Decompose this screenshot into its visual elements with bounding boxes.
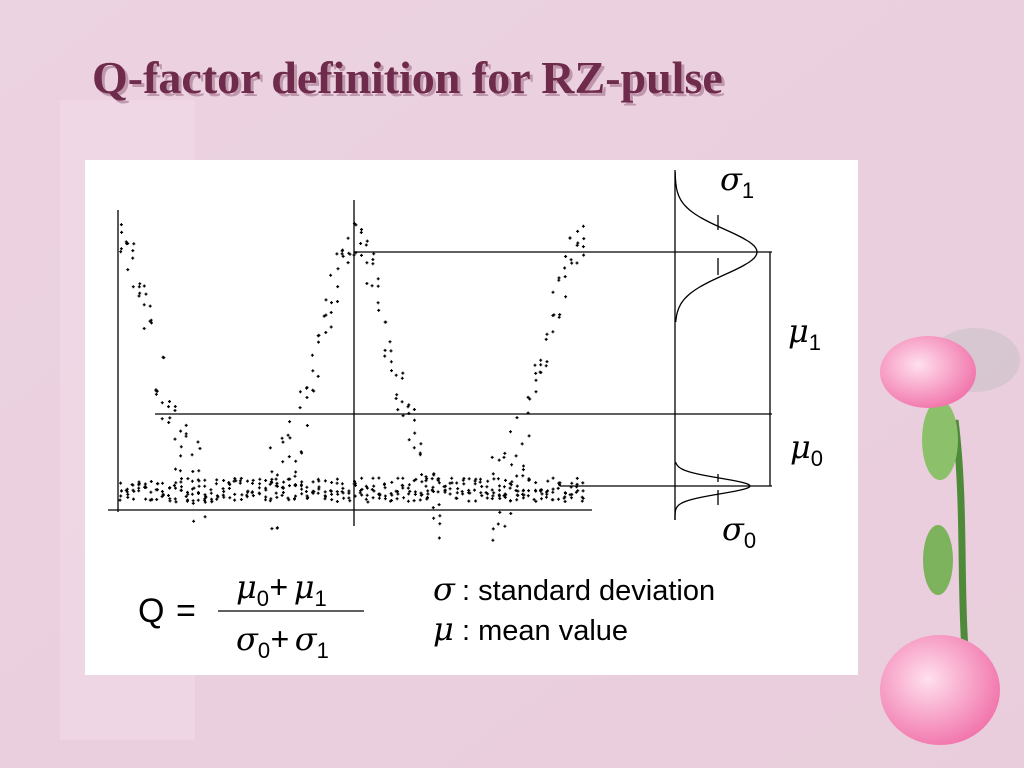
symbol: μ — [294, 568, 315, 606]
legend-symbol: σ — [433, 570, 456, 608]
leaf — [922, 400, 958, 480]
title-shadow: Q-factor definition for RZ-pulse — [95, 55, 726, 106]
subscript: 1 — [809, 330, 821, 355]
formula-lhs: Q — [138, 592, 164, 630]
symbol: μ — [788, 312, 809, 350]
eye-trace — [118, 222, 586, 542]
flower — [880, 336, 976, 408]
numerator: μ0+ μ1 — [236, 568, 327, 611]
subscript: 0 — [258, 638, 270, 663]
legend-text: : standard deviation — [462, 575, 715, 607]
bud — [923, 525, 953, 595]
figure-panel — [85, 160, 858, 675]
subscript: 0 — [257, 586, 269, 611]
label: μ1 — [788, 312, 821, 355]
flower — [880, 635, 1000, 745]
distribution-curve — [674, 172, 758, 323]
symbol: σ — [720, 160, 743, 198]
title: Q-factor definition for RZ-pulse — [92, 52, 723, 103]
flower-decoration — [880, 328, 1020, 745]
legend-text: : mean value — [462, 615, 628, 647]
subscript: 1 — [317, 638, 329, 663]
label: σ1 — [720, 160, 754, 203]
plus: + — [269, 569, 288, 605]
subscript: 0 — [811, 446, 823, 471]
plus: + — [270, 621, 289, 657]
denominator: σ0+ σ1 — [236, 620, 329, 663]
symbol: σ — [295, 620, 318, 658]
formula-equals: = — [176, 592, 196, 630]
symbol: μ — [790, 428, 811, 466]
label: μ0 — [790, 428, 823, 471]
subscript: 0 — [744, 528, 756, 553]
eye-diagram — [108, 170, 772, 542]
symbol: μ — [236, 568, 257, 606]
symbol: σ — [722, 510, 745, 548]
symbol: σ — [236, 620, 259, 658]
distribution-curve — [674, 461, 751, 520]
label: σ0 — [722, 510, 756, 553]
legend-symbol: μ — [433, 610, 454, 648]
stem — [951, 419, 969, 651]
subscript: 1 — [742, 178, 754, 203]
subscript: 1 — [315, 586, 327, 611]
